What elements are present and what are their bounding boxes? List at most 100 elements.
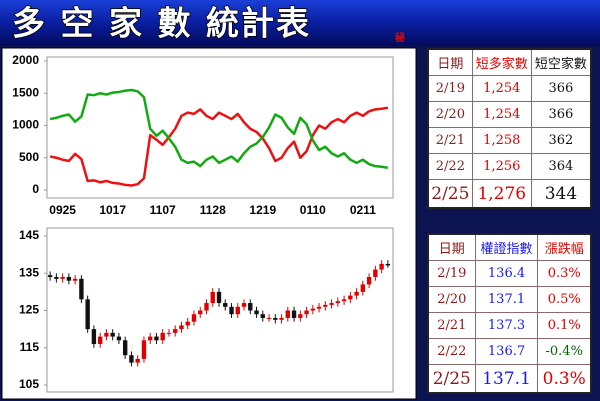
candle-body <box>354 291 359 296</box>
candle-body <box>54 276 59 279</box>
y-tick-label: 105 <box>19 377 39 391</box>
x-tick-label: 1128 <box>200 203 226 217</box>
candle-body <box>173 329 178 333</box>
header-row: 日期 權證指數 漲跌幅 <box>427 233 592 261</box>
table-row: 2/21 1,258 362 <box>427 127 592 154</box>
candle-body <box>104 332 109 337</box>
candle-body <box>379 263 384 270</box>
table-cell: 日期 <box>427 233 476 261</box>
table-cell: 權證指數 <box>474 233 539 261</box>
table-cell: 2/20 <box>427 286 476 313</box>
candle-body <box>223 303 228 307</box>
candle-body <box>323 304 328 307</box>
table-row: 2/19 1,254 366 <box>427 75 592 102</box>
candle-body <box>166 332 172 334</box>
table-row: 2/25 1,276 344 <box>427 179 592 209</box>
candle-body <box>241 303 247 307</box>
table-cell: 0.5% <box>537 286 592 313</box>
x-tick-label: 1107 <box>150 203 176 217</box>
table-row: 2/22 1,256 364 <box>427 153 592 180</box>
table-cell: 344 <box>530 179 592 209</box>
candle-body <box>235 306 240 315</box>
candle-body <box>141 340 147 359</box>
table-cell: 1,254 <box>471 75 532 102</box>
y-tick-label: 135 <box>19 265 39 279</box>
x-tick-label: 0925 <box>49 203 76 217</box>
plot-frame <box>46 56 394 199</box>
candle-body <box>260 314 265 318</box>
table-cell: 短多家數 <box>471 48 532 76</box>
table-cell: 366 <box>530 101 592 128</box>
table-cell: 2/21 <box>427 312 476 339</box>
chart-panel <box>1 47 417 400</box>
table-cell: 漲跌幅 <box>537 233 592 261</box>
table-cell: 2/20 <box>427 101 473 128</box>
candle-body <box>266 317 272 319</box>
table-cell: 0.1% <box>537 312 592 339</box>
table-cell: 137.1 <box>474 286 539 313</box>
candle-body <box>373 269 378 277</box>
y-tick-label: 2000 <box>12 53 39 67</box>
table-row: 2/21 137.3 0.1% <box>427 312 592 339</box>
table-cell: 364 <box>530 153 592 180</box>
table-row: 2/25 137.1 0.3% <box>427 364 592 394</box>
candle-body <box>60 276 65 279</box>
y-tick-label: 0 <box>32 182 39 196</box>
table-cell: 日期 <box>427 48 473 76</box>
candle-body <box>385 263 391 266</box>
table-cell: 362 <box>530 127 592 154</box>
candle-body <box>191 314 197 322</box>
table-cell: 1,254 <box>471 101 532 128</box>
table-cell: 366 <box>530 75 592 102</box>
candle-body <box>279 317 284 320</box>
table-cell: 2/22 <box>427 153 473 180</box>
y-tick-label: 1500 <box>12 85 39 99</box>
candle-body <box>229 306 234 315</box>
candle-body <box>248 303 253 311</box>
header-row: 日期 短多家數 短空家數 <box>427 48 592 76</box>
candle-body <box>254 310 259 315</box>
candle-body <box>216 291 222 304</box>
table: 日期 權證指數 漲跌幅 2/19 136.4 0.3% 2/20 137.1 0.5% 2/21 1… <box>427 233 592 394</box>
table-row: 2/20 137.1 0.5% <box>427 286 592 313</box>
candle-body <box>310 308 316 311</box>
table-cell: 0.3% <box>537 260 592 287</box>
candle-body <box>285 310 290 318</box>
candle-body <box>122 340 128 356</box>
series-line <box>49 88 389 170</box>
table-cell: 2/19 <box>427 260 476 287</box>
candle-body <box>179 325 184 330</box>
candle-body <box>185 321 190 326</box>
table-cell: 1,258 <box>471 127 532 154</box>
candle-body <box>273 317 278 320</box>
candle-body <box>341 299 347 302</box>
table-cell: 2/21 <box>427 127 473 154</box>
x-tick-label: 1219 <box>249 203 276 217</box>
candle-body <box>135 358 140 363</box>
table-cell: 1,276 <box>471 179 532 209</box>
candle-body <box>329 303 334 305</box>
candle-body <box>110 332 115 337</box>
table-row: 2/19 136.4 0.3% <box>427 260 592 287</box>
table-cell: 1,256 <box>471 153 532 180</box>
candle-body <box>304 310 309 315</box>
candle-body <box>335 301 341 304</box>
table-cell: 136.7 <box>474 338 539 365</box>
y-tick-label: 115 <box>20 340 40 354</box>
table-cell: 137.3 <box>474 312 539 339</box>
table-cell: 136.4 <box>474 260 539 287</box>
candle-body <box>154 336 159 341</box>
candle-body <box>72 278 78 281</box>
table-cell: 2/25 <box>427 179 473 209</box>
y-tick-label: 145 <box>19 228 39 242</box>
candle-body <box>47 275 53 277</box>
badge: 秘 <box>395 31 405 44</box>
y-tick-label: 125 <box>19 303 39 317</box>
table-cell: 2/19 <box>427 75 473 102</box>
x-tick-label: 0110 <box>300 203 326 217</box>
x-tick-label: 0211 <box>350 203 376 217</box>
table-cell: 2/25 <box>427 364 476 394</box>
x-tick-label: 1017 <box>99 203 126 217</box>
candle-body <box>85 299 90 330</box>
